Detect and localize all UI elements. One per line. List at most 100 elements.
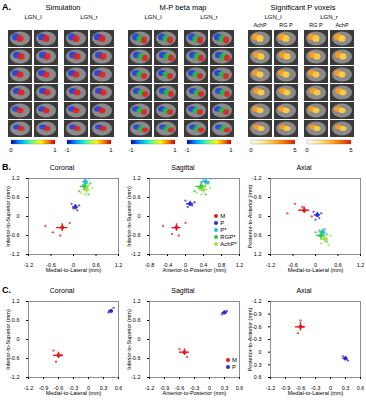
svg-text:-1.2: -1.2 (24, 262, 33, 268)
svg-text:0: 0 (258, 213, 261, 219)
svg-text:1.2: 1.2 (115, 262, 122, 268)
svg-text:Inferior-to-Superior (mm): Inferior-to-Superior (mm) (5, 309, 11, 370)
svg-text:0.6: 0.6 (334, 262, 342, 269)
svg-text:-1: -1 (128, 147, 134, 153)
svg-text:0: 0 (9, 147, 13, 153)
svg-text:-1.2: -1.2 (252, 175, 261, 181)
svg-text:-1.2: -1.2 (24, 385, 33, 391)
html-text:Sagittal: Sagittal (171, 287, 195, 294)
svg-text:1: 1 (173, 147, 177, 153)
svg-text:-0.6: -0.6 (252, 324, 261, 330)
svg-text:0: 0 (305, 147, 309, 153)
html-text:Axial: Axial (296, 164, 312, 171)
svg-text:1.2: 1.2 (12, 298, 20, 304)
svg-text:0.6: 0.6 (115, 385, 122, 391)
html-text:C.: C. (2, 285, 11, 295)
svg-text:5: 5 (349, 147, 353, 153)
svg-text:-1.2: -1.2 (131, 374, 140, 380)
svg-text:1: 1 (229, 147, 233, 153)
svg-text:-0.9: -0.9 (38, 385, 49, 392)
svg-text:AchP: AchP (335, 22, 348, 28)
svg-text:Inferior-to-Superior (mm): Inferior-to-Superior (mm) (126, 309, 132, 370)
svg-text:LGN_l: LGN_l (144, 14, 161, 20)
svg-text:-0.6: -0.6 (10, 355, 19, 361)
svg-text:0.6: 0.6 (12, 317, 20, 323)
svg-text:0.3: 0.3 (99, 385, 108, 392)
svg-text:AchP: AchP (253, 22, 266, 28)
svg-text:-1.2: -1.2 (252, 298, 261, 304)
svg-text:RG P: RG P (309, 22, 323, 28)
svg-text:-0.6: -0.6 (46, 262, 56, 269)
svg-text:-0.6: -0.6 (252, 194, 261, 200)
svg-text:-1.2: -1.2 (145, 385, 154, 391)
svg-text:-0.8: -0.8 (145, 262, 154, 268)
svg-text:0.6: 0.6 (254, 374, 262, 380)
svg-text:5: 5 (293, 147, 297, 153)
svg-text:Simulation: Simulation (45, 3, 80, 12)
svg-text:-0.3: -0.3 (252, 336, 261, 342)
svg-text:0: 0 (258, 349, 261, 355)
svg-text:0: 0 (137, 213, 140, 219)
svg-text:A.: A. (2, 2, 11, 12)
svg-text:0.6: 0.6 (254, 232, 262, 238)
svg-text:0: 0 (16, 336, 19, 342)
svg-text:0.3: 0.3 (254, 362, 262, 368)
svg-text:0.6: 0.6 (133, 317, 141, 323)
svg-text:-1: -1 (184, 147, 190, 153)
svg-text:LGN_r: LGN_r (80, 14, 98, 20)
svg-text:Medial-to-Lateral (mm): Medial-to-Lateral (mm) (46, 390, 102, 396)
svg-text:0.6: 0.6 (236, 385, 243, 391)
svg-text:-0.6: -0.6 (10, 232, 19, 238)
svg-text:1.2: 1.2 (133, 298, 141, 304)
svg-text:1.2: 1.2 (254, 251, 262, 257)
svg-text:LGN_r: LGN_r (200, 14, 218, 20)
svg-text:-0.9: -0.9 (252, 311, 261, 317)
svg-text:LGN_l: LGN_l (24, 14, 41, 20)
svg-text:Medial-to-Lateral (mm): Medial-to-Lateral (mm) (288, 390, 344, 396)
svg-text:Medial-to-Lateral (mm): Medial-to-Lateral (mm) (46, 267, 102, 273)
svg-text:M-P beta map: M-P beta map (160, 3, 207, 12)
svg-text:1.2: 1.2 (12, 175, 20, 181)
svg-text:Anterior-to-Posterior (mm): Anterior-to-Posterior (mm) (163, 267, 227, 273)
svg-text:Anterior-to-Posterior (mm): Anterior-to-Posterior (mm) (163, 390, 227, 396)
svg-text:1: 1 (53, 147, 57, 153)
svg-text:-0.6: -0.6 (131, 232, 140, 238)
svg-text:LGN_l: LGN_l (264, 14, 281, 20)
svg-text:Significant P voxels: Significant P voxels (271, 3, 336, 12)
svg-text:0.6: 0.6 (92, 262, 100, 269)
svg-text:-0.3: -0.3 (68, 385, 79, 392)
svg-text:-0.6: -0.6 (288, 262, 298, 269)
svg-text:0.6: 0.6 (133, 194, 141, 200)
svg-text:Medial-to-Lateral (mm): Medial-to-Lateral (mm) (288, 267, 344, 273)
html-text:B.: B. (2, 162, 11, 172)
svg-text:LGN_r: LGN_r (320, 14, 338, 20)
svg-text:1.2: 1.2 (236, 262, 243, 268)
svg-text:0.4: 0.4 (199, 262, 208, 269)
svg-text:0: 0 (16, 213, 19, 219)
svg-text:Inferior-to-Superior (mm): Inferior-to-Superior (mm) (126, 186, 132, 247)
svg-text:-1.2: -1.2 (266, 262, 275, 268)
svg-text:-1.2: -1.2 (10, 374, 19, 380)
svg-text:-1.2: -1.2 (266, 385, 275, 391)
html-text:Coronal: Coronal (49, 164, 75, 171)
html-text:Coronal: Coronal (49, 287, 75, 294)
svg-text:0: 0 (249, 147, 253, 153)
svg-text:0.6: 0.6 (357, 385, 364, 391)
svg-text:1.2: 1.2 (357, 262, 364, 268)
svg-text:-1.2: -1.2 (10, 251, 19, 257)
svg-text:1.2: 1.2 (133, 175, 141, 181)
svg-text:0: 0 (137, 336, 140, 342)
svg-text:Posterior-to-Anterior (mm): Posterior-to-Anterior (mm) (247, 307, 253, 371)
html-text:Sagittal: Sagittal (171, 164, 195, 171)
svg-text:0.6: 0.6 (12, 194, 20, 200)
svg-text:1: 1 (109, 147, 113, 153)
svg-text:-0.4: -0.4 (162, 262, 173, 269)
svg-text:-0.6: -0.6 (53, 385, 64, 392)
svg-text:Posterior-to-Anterior (mm): Posterior-to-Anterior (mm) (247, 184, 253, 248)
svg-text:-1: -1 (64, 147, 70, 153)
svg-text:Inferior-to-Superior (mm): Inferior-to-Superior (mm) (5, 186, 11, 247)
svg-text:-1.2: -1.2 (131, 251, 140, 257)
svg-text:0.8: 0.8 (217, 262, 226, 269)
svg-text:-0.6: -0.6 (131, 355, 140, 361)
svg-text:RG P: RG P (279, 22, 293, 28)
